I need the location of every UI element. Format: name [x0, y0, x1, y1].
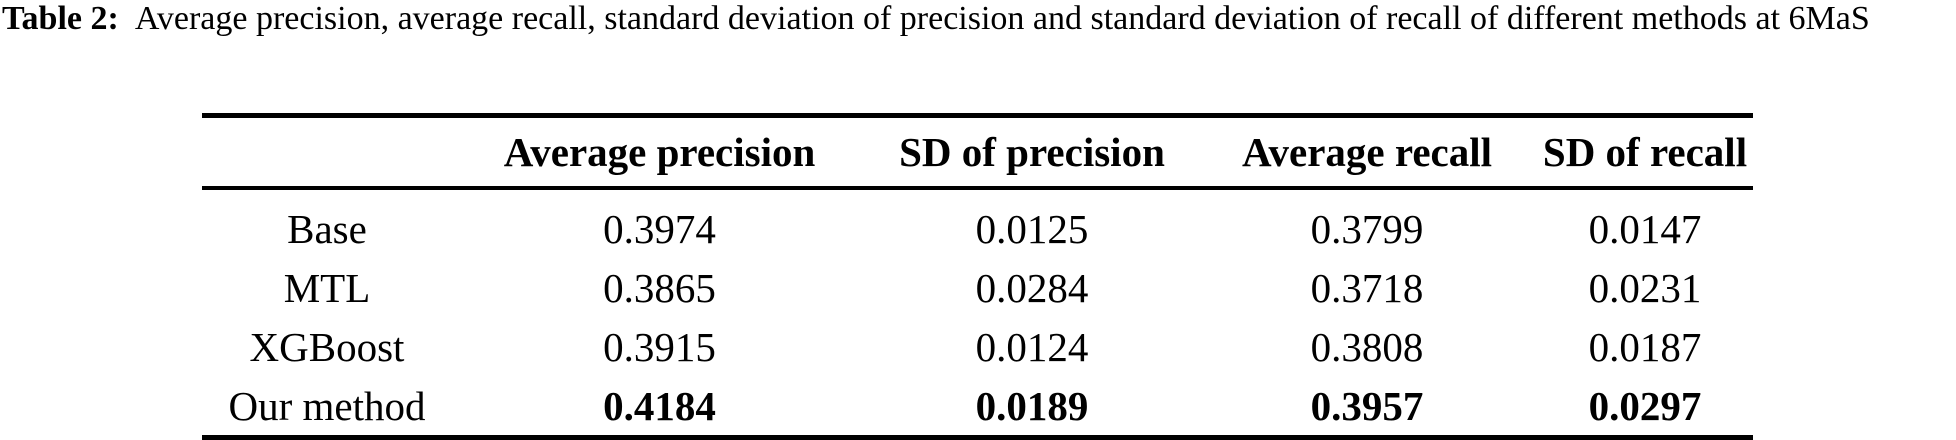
- value-cell: 0.4184: [603, 382, 716, 429]
- column-header-average-precision: Average precision: [452, 115, 867, 190]
- method-cell: MTL: [283, 264, 371, 311]
- value-cell: 0.0231: [1588, 264, 1702, 311]
- value-cell: 0.0147: [1588, 205, 1702, 252]
- value-cell: 0.0124: [975, 323, 1089, 370]
- value-cell: 0.0189: [975, 382, 1089, 429]
- table-row-our-method: Our method 0.4184 0.0189 0.3957 0.0297: [202, 376, 1753, 438]
- caption-text: Average precision, average recall, stand…: [134, 0, 1870, 37]
- value-cell: 0.3718: [1310, 264, 1424, 311]
- value-cell: 0.0297: [1588, 382, 1702, 429]
- column-header-method: [202, 115, 452, 190]
- method-cell: XGBoost: [249, 323, 405, 370]
- results-table: Average precision SD of precision Averag…: [202, 113, 1753, 440]
- table-row-xgboost: XGBoost 0.3915 0.0124 0.3808 0.0187: [202, 317, 1753, 376]
- value-cell: 0.3974: [603, 205, 716, 252]
- value-cell: 0.3865: [603, 264, 716, 311]
- value-cell: 0.0284: [975, 264, 1089, 311]
- value-cell: 0.3808: [1310, 323, 1424, 370]
- header-row: Average precision SD of precision Averag…: [202, 115, 1753, 190]
- value-cell: 0.0187: [1588, 323, 1702, 370]
- value-cell: 0.3957: [1310, 382, 1424, 429]
- value-cell: 0.3799: [1310, 205, 1424, 252]
- value-cell: 0.3915: [603, 323, 716, 370]
- method-cell: Our method: [228, 382, 426, 429]
- column-header-sd-of-precision: SD of precision: [867, 115, 1197, 190]
- column-header-average-recall: Average recall: [1197, 115, 1537, 190]
- caption-label: Table 2:: [2, 0, 119, 37]
- value-cell: 0.0125: [975, 205, 1089, 252]
- table-row-base: Base 0.3974 0.0125 0.3799 0.0147: [202, 188, 1753, 258]
- column-header-sd-of-recall: SD of recall: [1537, 115, 1753, 190]
- results-table-container: Average precision SD of precision Averag…: [202, 113, 1753, 440]
- table-caption: Table 2: Average precision, average recal…: [2, 0, 1910, 44]
- method-cell: Base: [287, 205, 367, 252]
- table-row-mtl: MTL 0.3865 0.0284 0.3718 0.0231: [202, 258, 1753, 317]
